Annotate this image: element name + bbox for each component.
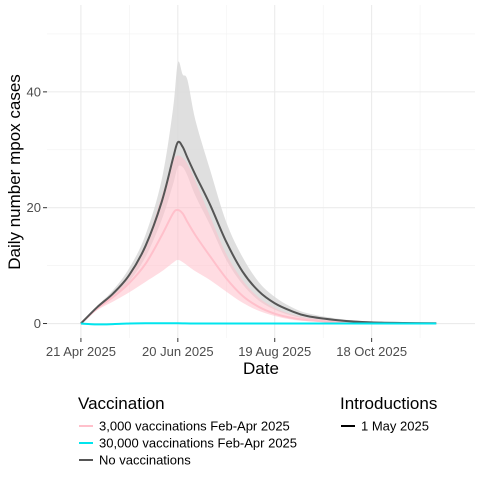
grid [47, 5, 475, 338]
legend-label: 1 May 2025 [361, 419, 429, 434]
legend-label: 3,000 vaccinations Feb-Apr 2025 [99, 419, 290, 434]
line-3-000-vaccinations-feb-apr-2025 [80, 208, 437, 325]
legend: Vaccination 3,000 vaccinations Feb-Apr 20… [78, 394, 437, 468]
legend-label: 30,000 vaccinations Feb-Apr 2025 [99, 436, 297, 451]
plot-panel [47, 5, 475, 338]
y-tick-label: 0 [34, 316, 41, 331]
line-30-000-vaccinations-feb-apr-2025 [80, 322, 437, 326]
legend-label: No vaccinations [99, 453, 191, 468]
x-tick-label: 21 Apr 2025 [46, 344, 116, 359]
legend-title-introductions: Introductions [340, 394, 437, 413]
y-tick-label: 40 [27, 84, 41, 99]
x-tick-label: 19 Aug 2025 [238, 344, 311, 359]
x-tick-label: 20 Jun 2025 [142, 344, 214, 359]
confidence-ribbons [80, 61, 437, 324]
y-axis-title: Daily number mpox cases [5, 74, 24, 270]
ribbon-3-000-vaccinations-feb-apr-2025 [80, 155, 437, 324]
legend-title-vaccination: Vaccination [78, 394, 165, 413]
x-axis: 21 Apr 2025 20 Jun 2025 19 Aug 2025 18 Oct … [46, 338, 407, 359]
line-no-vaccinations [80, 140, 437, 325]
series-lines [80, 140, 437, 326]
x-tick-label: 18 Oct 2025 [336, 344, 407, 359]
x-axis-title: Date [243, 359, 279, 378]
y-tick-label: 20 [27, 200, 41, 215]
y-axis: 0 20 40 [27, 84, 47, 331]
